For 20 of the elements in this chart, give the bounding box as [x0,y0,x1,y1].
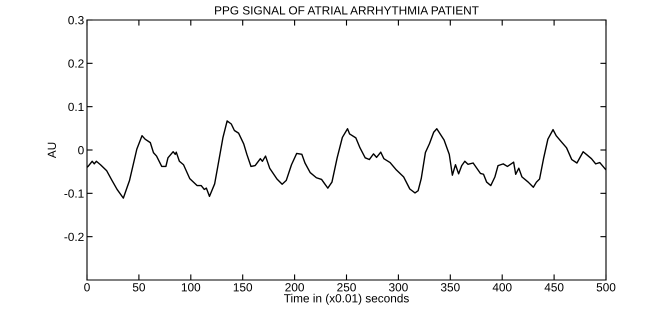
x-tick-label: 50 [132,283,146,292]
x-tick-label: 350 [440,283,460,292]
x-tick-label: 150 [234,283,252,292]
x-tick-label: 450 [544,283,564,292]
y-tick-label: 0.1 [68,102,84,112]
x-tick-label: 200 [285,283,304,292]
x-tick-label: 100 [182,283,200,292]
x-tick-label: 300 [389,283,408,292]
x-tick-label: 0 [84,283,90,292]
y-tick-label: -0.2 [64,232,84,242]
chart-title: PPG SIGNAL OF ATRIAL ARRHYTHMIA PATIENT [215,6,479,15]
x-tick-label: 250 [337,283,356,292]
y-tick-label: -0.1 [64,189,84,198]
y-tick-label: 0 [78,146,84,154]
x-axis-title: Time in (x0.01) seconds [284,294,409,305]
y-tick-label: 0.3 [68,16,84,24]
y-axis-title: AU [48,142,56,158]
y-tick-label: 0.2 [68,59,84,68]
x-tick-label: 400 [492,283,512,292]
x-tick-label: 500 [596,283,616,292]
